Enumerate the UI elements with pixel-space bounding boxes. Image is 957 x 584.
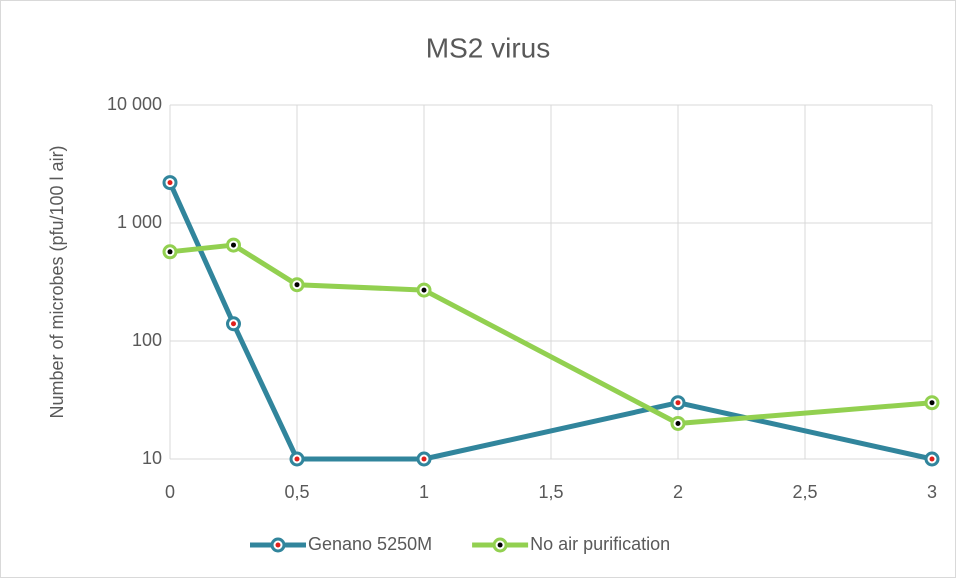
y-tick-label: 100 — [132, 330, 162, 350]
x-tick-label: 0,5 — [284, 482, 309, 502]
data-point-center — [294, 456, 300, 462]
x-tick-label: 2,5 — [792, 482, 817, 502]
y-axis-label: Number of microbes (pfu/100 l air) — [47, 145, 67, 418]
data-point-center — [675, 420, 681, 426]
data-point-center — [167, 180, 173, 186]
data-point-center — [421, 456, 427, 462]
x-tick-label: 3 — [927, 482, 937, 502]
data-point-center — [167, 249, 173, 255]
x-tick-label: 0 — [165, 482, 175, 502]
y-tick-label: 10 — [142, 448, 162, 468]
data-point-center — [231, 321, 236, 327]
y-tick-label: 10 000 — [107, 94, 162, 114]
data-point-center — [231, 242, 236, 248]
chart-title: MS2 virus — [426, 32, 550, 63]
series-line — [169, 242, 933, 426]
x-tick-label: 1,5 — [538, 482, 563, 502]
data-point-center — [294, 282, 300, 288]
legend-marker-center — [275, 542, 281, 548]
x-tick-label: 2 — [673, 482, 683, 502]
data-point-center — [421, 287, 427, 293]
series-line — [167, 181, 933, 462]
legend-marker-center — [497, 542, 503, 548]
x-tick-label: 1 — [419, 482, 429, 502]
data-point-center — [675, 400, 681, 406]
data-point-center — [929, 400, 935, 406]
data-point-center — [929, 456, 935, 462]
legend-label: No air purification — [530, 534, 670, 554]
legend-label: Genano 5250M — [308, 534, 432, 554]
y-tick-label: 1 000 — [117, 212, 162, 232]
